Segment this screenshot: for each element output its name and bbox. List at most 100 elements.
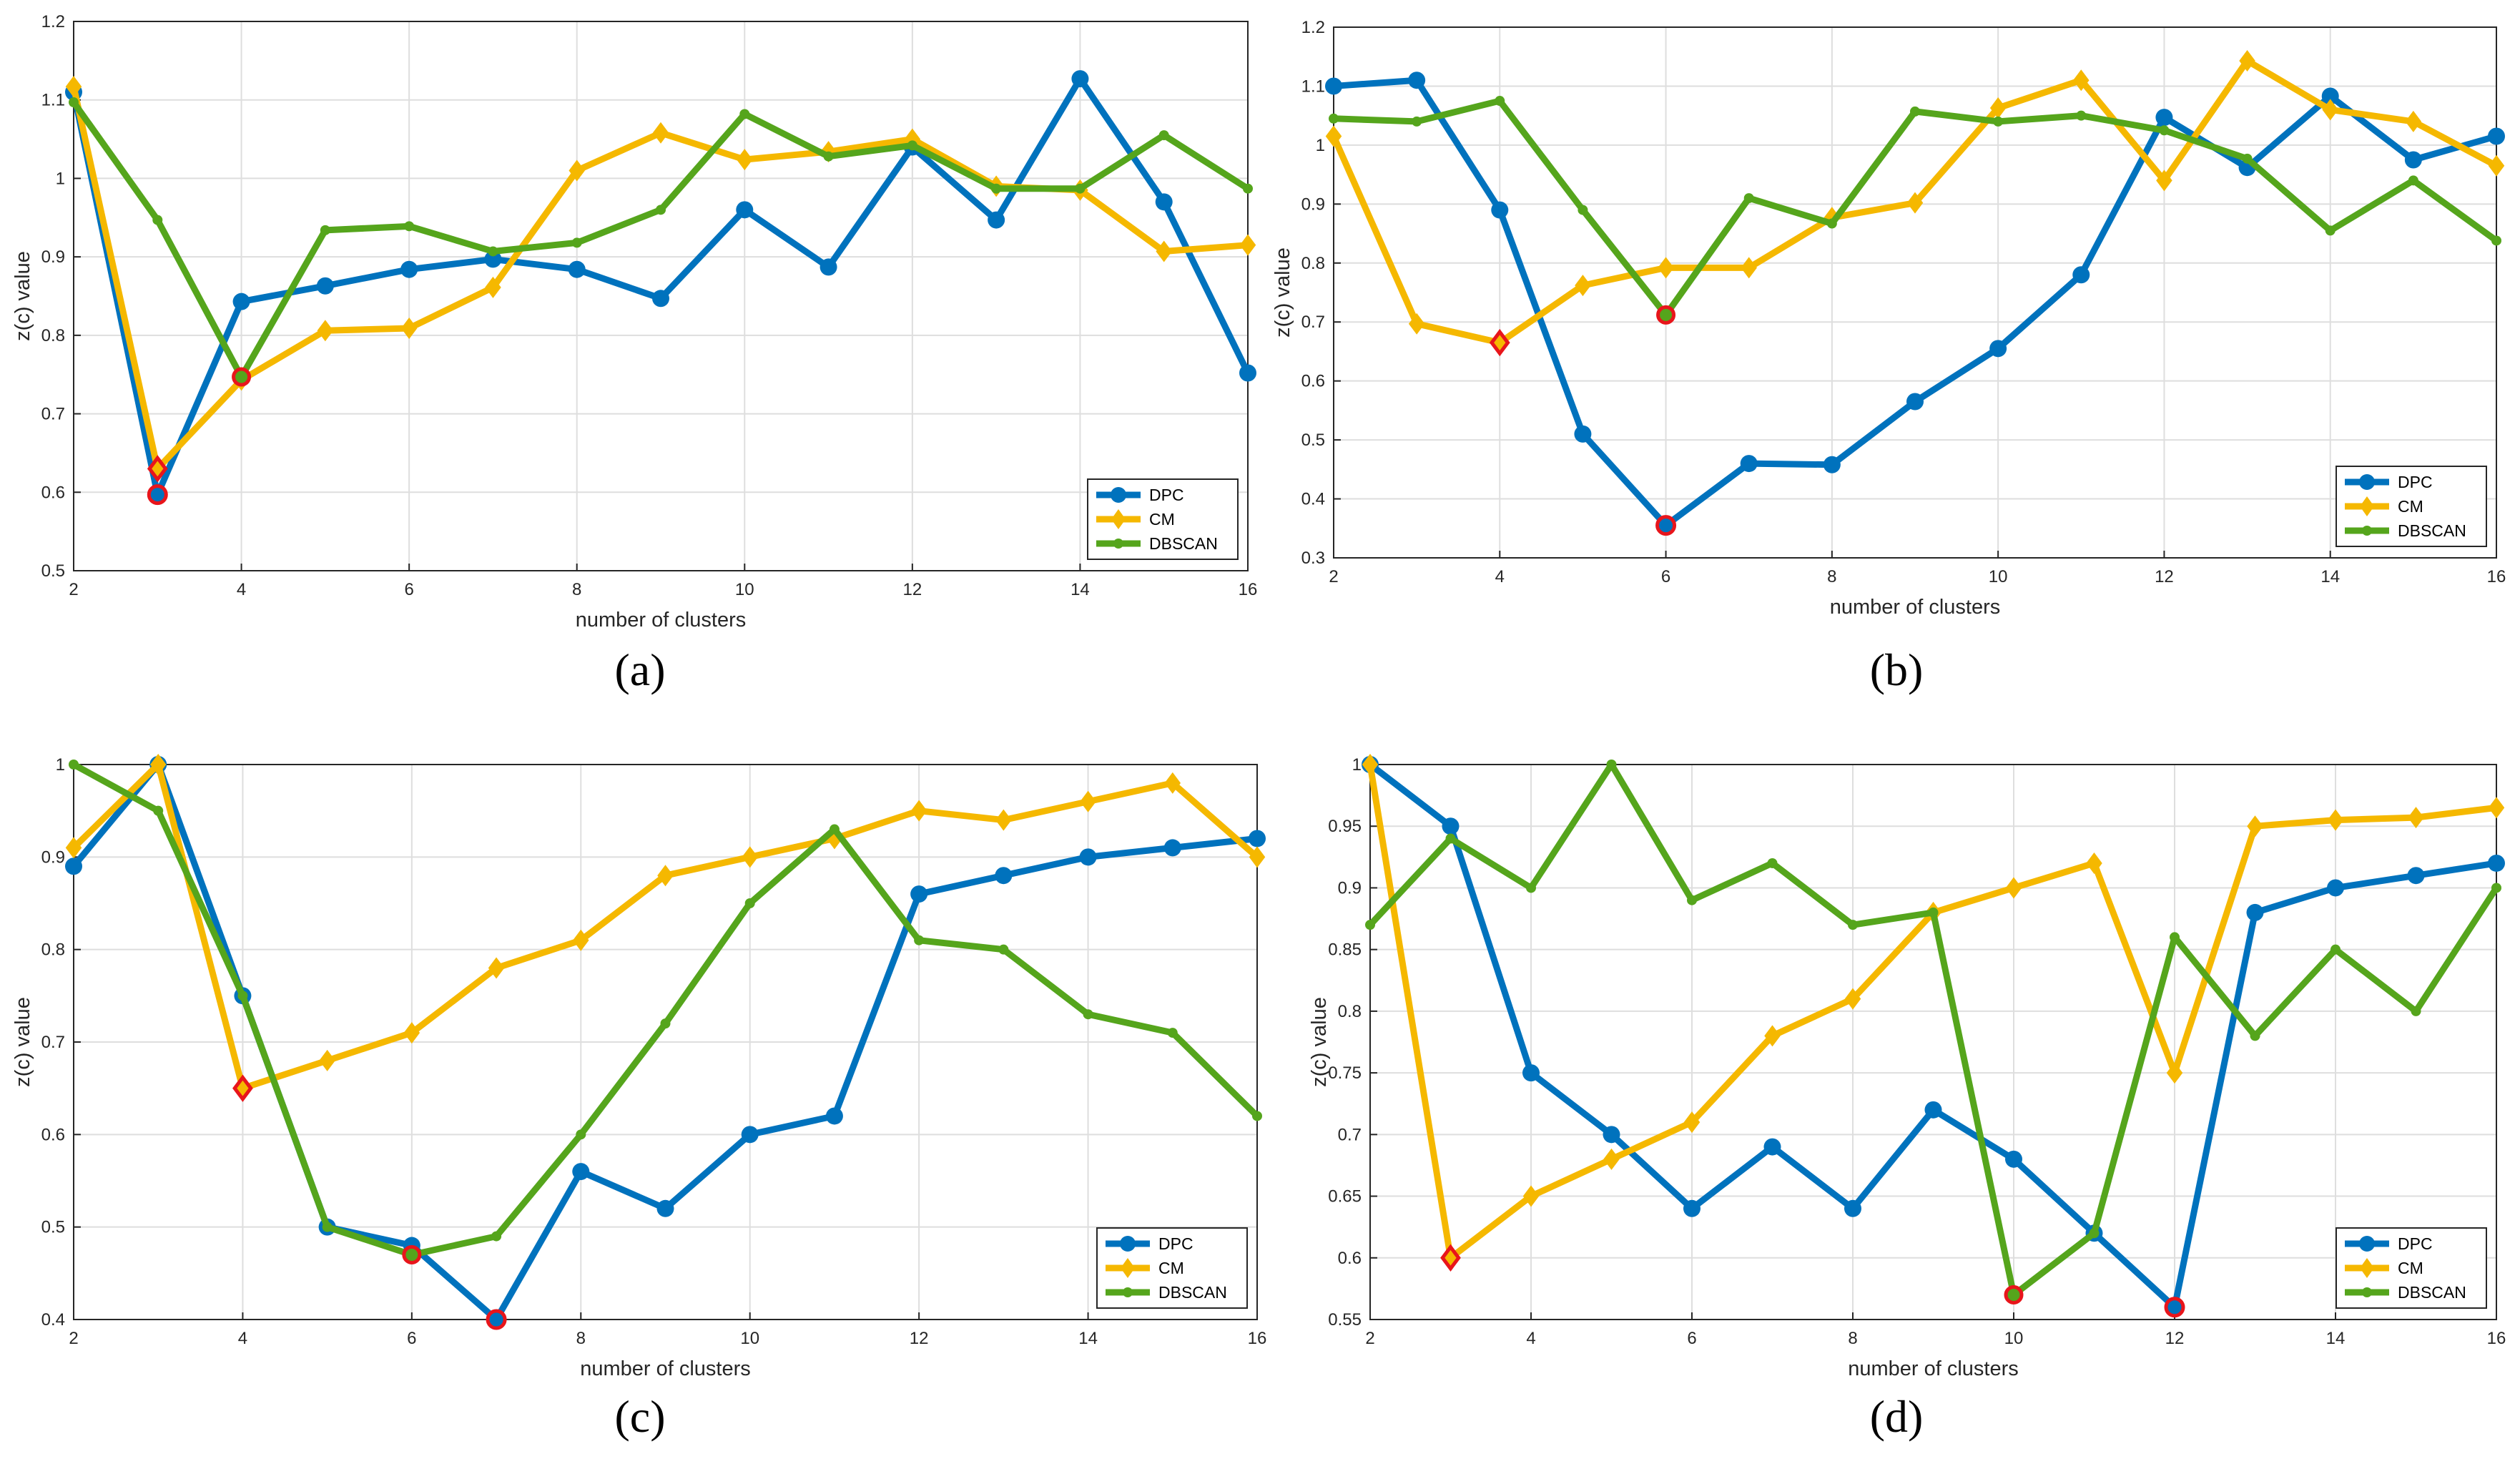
data-point: [320, 225, 330, 235]
data-point: [571, 237, 582, 248]
data-point: [1763, 1138, 1781, 1156]
data-point: [2005, 877, 2022, 899]
data-point: [2491, 883, 2501, 893]
data-point: [1924, 1101, 1942, 1119]
data-point: [1249, 830, 1266, 847]
legend-marker: [2360, 496, 2374, 516]
data-point: [1656, 305, 1676, 325]
data-point: [907, 140, 917, 151]
data-point: [2072, 266, 2090, 284]
legend: DPC CM DBSCAN: [1087, 478, 1239, 560]
data-point: [1603, 1148, 1620, 1170]
y-tick-label: 0.5: [41, 561, 65, 581]
data-point: [1412, 116, 1422, 127]
data-point: [1083, 1009, 1093, 1020]
data-point: [1658, 257, 1674, 279]
x-tick-label: 14: [1078, 1329, 1098, 1348]
data-point: [237, 991, 248, 1001]
y-tick-label: 0.7: [1301, 313, 1325, 332]
data-point: [2156, 169, 2172, 192]
data-point: [484, 250, 502, 268]
chart-panel-2: 2 4 6 8 10 12 14 16 0.3 0.4 0.5 0.6 0.7 0.8 0.9 1 1.1 1.2…: [1271, 18, 2506, 619]
data-point: [572, 1163, 590, 1181]
data-point: [232, 367, 252, 387]
data-point: [910, 800, 927, 822]
data-point: [65, 837, 82, 859]
data-point: [1522, 1064, 1540, 1082]
data-point: [1167, 1028, 1178, 1038]
data-point: [1522, 1185, 1540, 1207]
x-tick-label: 14: [2326, 1329, 2346, 1348]
data-point: [232, 1074, 253, 1102]
data-point: [65, 858, 82, 875]
data-point: [825, 1107, 843, 1125]
x-tick-label: 10: [735, 580, 754, 599]
data-point: [1743, 193, 1754, 204]
y-tick-label: 1: [56, 755, 65, 775]
x-tick-label: 12: [903, 580, 922, 599]
data-point: [147, 455, 168, 483]
legend-marker: [1111, 509, 1126, 529]
data-point: [319, 1049, 335, 1071]
series-cm: [1325, 49, 2505, 357]
data-point: [1249, 846, 1266, 868]
data-point: [1080, 790, 1096, 812]
x-tick-label: 4: [237, 580, 246, 599]
data-point: [1741, 257, 1757, 279]
data-point: [2073, 69, 2090, 92]
y-tick-label: 0.9: [1338, 878, 1362, 898]
series-dpc: [1325, 72, 2505, 536]
x-tick-label: 16: [2487, 1329, 2506, 1348]
data-point: [1156, 240, 1172, 262]
data-point: [656, 205, 666, 215]
data-point: [65, 76, 82, 98]
data-point: [2488, 854, 2505, 872]
y-tick-label: 0.95: [1328, 817, 1362, 836]
y-tick-label: 0.7: [41, 405, 65, 424]
x-axis-label: number of clusters: [1848, 1357, 2019, 1380]
x-tick-label: 4: [238, 1329, 247, 1348]
y-tick-label: 1.1: [41, 91, 65, 110]
y-tick-label: 0.9: [41, 847, 65, 867]
y-tick-label: 1.2: [41, 12, 65, 31]
x-tick-label: 6: [407, 1329, 416, 1348]
data-point: [1155, 193, 1173, 211]
data-point: [2250, 1031, 2260, 1041]
data-point: [2405, 110, 2422, 132]
data-point: [2327, 809, 2344, 831]
data-point: [1575, 275, 1591, 297]
data-point: [652, 122, 669, 144]
y-tick-label: 0.8: [1338, 1002, 1362, 1021]
y-tick-label: 0.6: [41, 1125, 65, 1144]
x-axis-label: number of clusters: [576, 609, 747, 632]
data-point: [1826, 218, 1837, 229]
data-point: [1408, 72, 1426, 89]
x-axis-label: number of clusters: [580, 1357, 751, 1380]
y-tick-label: 0.6: [1338, 1249, 1362, 1268]
data-point: [573, 929, 589, 951]
data-point: [2488, 797, 2505, 819]
data-point: [829, 824, 840, 835]
data-point: [2089, 1228, 2100, 1239]
legend-marker: [1121, 1258, 1135, 1278]
x-tick-label: 12: [2165, 1329, 2185, 1348]
data-point: [1325, 125, 1342, 147]
data-point: [488, 246, 498, 257]
data-point: [400, 260, 418, 278]
data-point: [1823, 456, 1841, 473]
data-point: [998, 944, 1009, 955]
data-point: [1603, 1126, 1620, 1144]
data-point: [147, 484, 168, 506]
data-point: [400, 317, 418, 339]
x-tick-label: 12: [2155, 567, 2174, 586]
chart-panel-3: 2 4 6 8 10 12 14 16 0.4 0.5 0.6 0.7 0.8 0.9 1 number of…: [11, 754, 1266, 1380]
legend-marker: [1120, 1236, 1136, 1252]
data-point: [1844, 1199, 1861, 1217]
data-point: [1848, 920, 1858, 930]
legend-label: DBSCAN: [1158, 1283, 1227, 1302]
data-point: [1445, 833, 1456, 844]
data-point: [568, 260, 586, 278]
data-point: [1910, 106, 1920, 117]
data-point: [1491, 201, 1509, 219]
